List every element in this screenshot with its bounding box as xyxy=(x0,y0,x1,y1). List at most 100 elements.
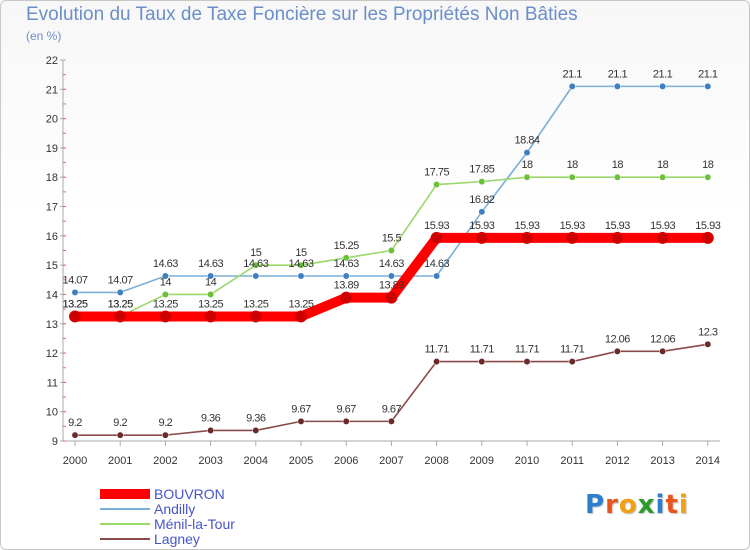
data-point-menil-la-tour xyxy=(252,261,260,269)
x-tick-label: 2011 xyxy=(560,455,584,467)
y-tick-label: 16 xyxy=(46,231,58,243)
x-tick-label: 2012 xyxy=(605,455,629,467)
data-point-andilly xyxy=(342,272,350,280)
data-label-andilly: 14.07 xyxy=(108,274,133,286)
legend-item-lagney[interactable]: Lagney xyxy=(100,530,235,547)
data-point-lagney xyxy=(207,426,215,434)
data-label-bouvron: 13.89 xyxy=(379,280,404,292)
logo-letter: o xyxy=(618,490,638,520)
x-tick-label: 2003 xyxy=(198,455,222,467)
data-label-menil-la-tour: 14 xyxy=(160,276,172,288)
data-point-menil-la-tour xyxy=(161,291,169,298)
data-point-bouvron xyxy=(701,231,714,244)
logo-letter: i xyxy=(655,490,666,520)
legend-swatch-menil-la-tour xyxy=(100,522,150,525)
data-point-menil-la-tour xyxy=(478,178,486,186)
data-point-bouvron xyxy=(204,310,217,323)
data-label-lagney: 12.3 xyxy=(698,326,718,338)
y-tick-label: 17 xyxy=(46,202,58,214)
data-label-andilly: 14.63 xyxy=(198,258,223,270)
data-label-menil-la-tour: 15.25 xyxy=(334,240,359,252)
y-tick-label: 21 xyxy=(46,84,58,96)
data-point-lagney xyxy=(568,358,576,366)
data-label-bouvron: 15.93 xyxy=(605,220,630,232)
data-label-andilly: 18.84 xyxy=(514,135,539,147)
data-label-lagney: 9.67 xyxy=(291,403,311,415)
data-point-menil-la-tour xyxy=(523,173,531,181)
data-label-menil-la-tour: 15 xyxy=(250,247,262,259)
x-tick-label: 2008 xyxy=(424,455,448,467)
data-label-bouvron: 13.25 xyxy=(288,298,313,310)
data-label-menil-la-tour: 15.5 xyxy=(382,233,402,245)
legend-label-bouvron: BOUVRON xyxy=(154,485,225,502)
logo-letter: i xyxy=(678,490,689,520)
data-point-lagney xyxy=(659,347,667,355)
data-point-andilly xyxy=(387,272,395,280)
logo-letter: r xyxy=(605,490,619,520)
legend-item-menil-la-tour[interactable]: Ménil-la-Tour xyxy=(100,516,235,532)
data-label-lagney: 12.06 xyxy=(605,333,630,345)
data-point-menil-la-tour xyxy=(704,173,712,181)
data-label-bouvron: 15.93 xyxy=(424,220,449,232)
data-label-lagney: 9.36 xyxy=(201,412,221,424)
data-point-andilly xyxy=(478,208,486,216)
legend-item-andilly[interactable]: Andilly xyxy=(100,500,235,517)
data-point-bouvron xyxy=(521,231,533,244)
legend-label-lagney: Lagney xyxy=(154,530,200,547)
data-point-bouvron xyxy=(159,310,172,323)
legend-label-andilly: Andilly xyxy=(154,500,196,517)
data-label-andilly: 21.1 xyxy=(698,68,718,80)
data-point-andilly xyxy=(568,82,576,90)
x-tick-label: 2009 xyxy=(470,455,494,467)
data-label-menil-la-tour: 18 xyxy=(702,159,714,171)
data-label-bouvron: 13.25 xyxy=(243,298,268,310)
axes: 9 10 11 12 13 14 15 16 17 18 19 20 21 22 2000 2001 2002 2… xyxy=(46,55,720,467)
unit-label: (en %) xyxy=(26,29,62,43)
data-point-bouvron xyxy=(656,231,669,244)
legend-swatch-lagney xyxy=(100,537,150,540)
x-tick-label: 2006 xyxy=(334,455,358,467)
data-point-lagney xyxy=(478,358,486,366)
data-point-andilly xyxy=(297,272,305,280)
data-point-lagney xyxy=(704,340,712,348)
data-point-bouvron xyxy=(340,291,353,304)
x-tick-label: 2000 xyxy=(63,455,87,467)
data-point-bouvron xyxy=(295,310,307,323)
data-label-menil-la-tour: 13.25 xyxy=(62,298,87,310)
y-tick-label: 12 xyxy=(46,348,58,360)
data-point-bouvron xyxy=(611,231,624,244)
data-label-bouvron: 15.93 xyxy=(650,220,675,232)
data-label-andilly: 16.82 xyxy=(469,194,494,206)
chart-title: Evolution du Taux de Taxe Foncière sur l… xyxy=(26,4,578,25)
data-label-menil-la-tour: 18 xyxy=(521,159,533,171)
data-label-lagney: 9.67 xyxy=(336,403,356,415)
data-label-andilly: 14.63 xyxy=(243,258,268,270)
data-label-bouvron: 15.93 xyxy=(560,220,585,232)
data-label-bouvron: 13.25 xyxy=(62,298,87,310)
y-tick-label: 13 xyxy=(46,319,58,331)
data-label-menil-la-tour: 18 xyxy=(612,159,624,171)
data-point-lagney xyxy=(433,358,441,366)
data-point-andilly xyxy=(523,149,531,157)
data-label-lagney: 11.71 xyxy=(470,344,495,356)
data-label-andilly: 14.63 xyxy=(288,258,313,270)
data-point-bouvron xyxy=(430,231,443,244)
data-point-andilly xyxy=(207,272,215,280)
data-label-lagney: 12.06 xyxy=(650,333,675,345)
data-point-lagney xyxy=(342,417,350,425)
data-label-bouvron: 13.89 xyxy=(334,280,359,292)
data-point-andilly xyxy=(433,272,441,280)
y-tick-label: 11 xyxy=(47,377,58,389)
data-point-menil-la-tour xyxy=(342,254,350,262)
legend-item-bouvron[interactable]: BOUVRON xyxy=(100,485,235,502)
x-tick-label: 2007 xyxy=(379,455,403,467)
data-point-lagney xyxy=(523,358,531,366)
data-point-lagney xyxy=(613,347,621,355)
data-point-lagney xyxy=(71,431,79,439)
data-label-andilly: 14.63 xyxy=(379,258,404,270)
data-point-andilly xyxy=(161,272,169,280)
y-tick-label: 19 xyxy=(46,143,58,155)
y-tick-label: 22 xyxy=(46,55,58,67)
y-tick-label: 9 xyxy=(52,436,58,448)
